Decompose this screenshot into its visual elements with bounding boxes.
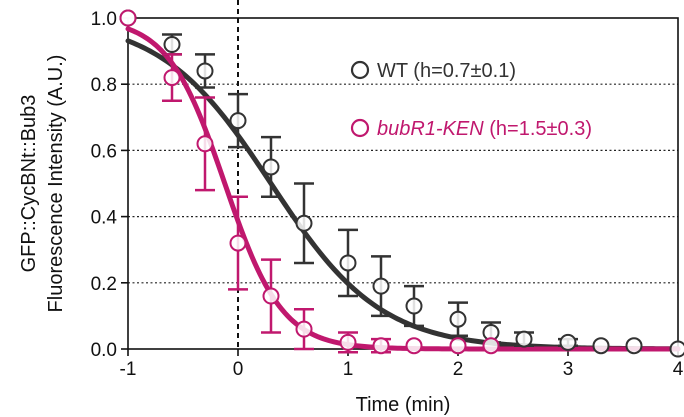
data-point-1	[405, 337, 423, 355]
x-tick-label: 0	[233, 359, 244, 380]
data-point-0	[372, 277, 390, 295]
data-point-0	[515, 330, 533, 348]
legend-marker-wt	[350, 60, 370, 80]
x-tick-label: 2	[453, 359, 464, 380]
data-point-0	[196, 62, 214, 80]
fit-curves	[125, 26, 681, 352]
data-point-0	[449, 310, 467, 328]
data-point-1	[229, 234, 247, 252]
y-tick-label: 0.4	[91, 208, 118, 229]
data-point-1	[119, 9, 137, 27]
legend-series-hill-wt: (h=0.7±0.1)	[408, 60, 516, 82]
data-point-1	[262, 287, 280, 305]
legend-series-name-bubr1-ken: bubR1-KEN	[377, 118, 484, 140]
x-tick-label: -1	[120, 359, 137, 380]
legend-label-wt: WT (h=0.7±0.1)	[377, 60, 516, 82]
data-point-0	[592, 337, 610, 355]
data-point-0	[163, 35, 181, 53]
legend: WT (h=0.7±0.1) bubR1-KEN (h=1.5±0.3)	[350, 60, 592, 140]
data-point-0	[625, 337, 643, 355]
data-point-1	[449, 337, 467, 355]
legend-label-bubr1-ken: bubR1-KEN (h=1.5±0.3)	[377, 118, 592, 140]
data-point-1	[163, 69, 181, 87]
data-point-0	[339, 254, 357, 272]
data-point-1	[196, 135, 214, 153]
y-tick-label: 0.6	[91, 141, 117, 162]
legend-marker-bubr1-ken	[350, 118, 370, 138]
y-tick-label: 0.8	[91, 75, 117, 96]
data-point-0	[405, 297, 423, 315]
data-point-0	[559, 333, 577, 351]
x-tick-label: 3	[563, 359, 574, 380]
y-axis-ticks: 0.0 0.2 0.4 0.6 0.8 1.0	[91, 9, 128, 361]
y-tick-label: 0.2	[91, 274, 117, 295]
legend-series-hill-bubr1-ken: (h=1.5±0.3)	[484, 118, 592, 140]
data-point-0	[669, 340, 684, 358]
fit-curve-1	[125, 26, 681, 352]
y-axis-title-line-1: GFP::CycBNt::Bub3	[18, 95, 40, 273]
data-point-0	[295, 214, 313, 232]
x-tick-label: 1	[343, 359, 354, 380]
data-point-1	[372, 337, 390, 355]
y-tick-label: 0.0	[91, 340, 117, 361]
gridlines	[128, 83, 678, 284]
data-point-0	[229, 112, 247, 130]
data-point-1	[482, 337, 500, 355]
data-points	[119, 9, 684, 358]
legend-item-wt: WT (h=0.7±0.1)	[350, 60, 516, 82]
x-axis-title: Time (min)	[356, 394, 451, 416]
data-point-1	[339, 333, 357, 351]
legend-series-name-wt: WT	[377, 60, 408, 82]
legend-item-bubr1-ken: bubR1-KEN (h=1.5±0.3)	[350, 118, 592, 140]
x-tick-label: 4	[673, 359, 684, 380]
y-tick-label: 1.0	[91, 9, 117, 30]
data-point-0	[262, 158, 280, 176]
y-axis-title-line-2: Fluorescence Intensity (A.U.)	[45, 55, 67, 313]
data-point-1	[295, 320, 313, 338]
